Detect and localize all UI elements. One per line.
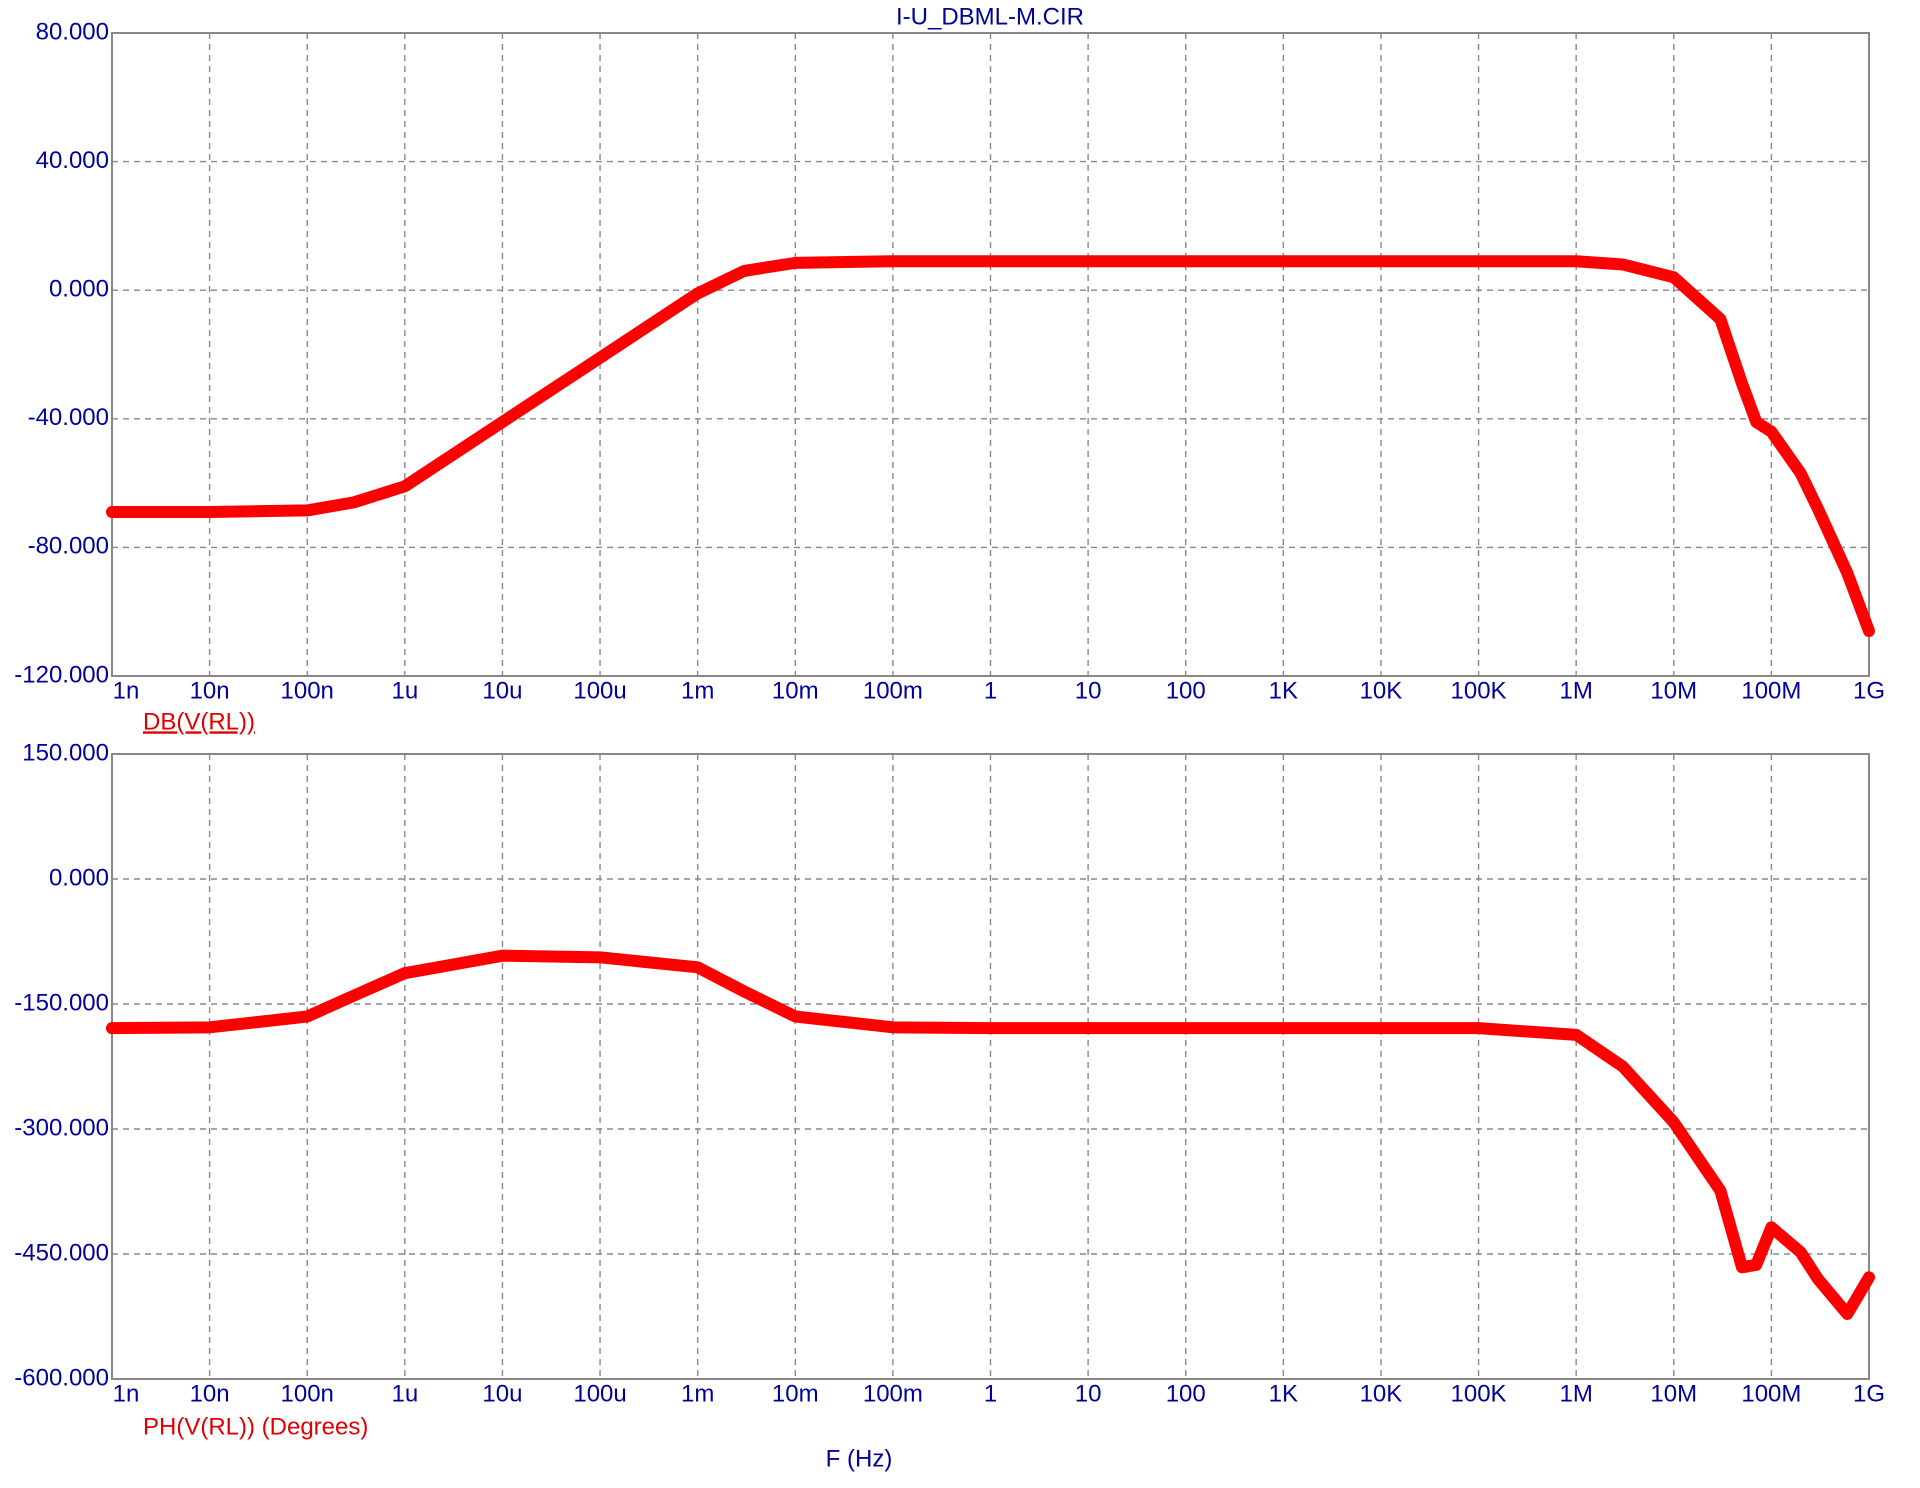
x-tick-label: 100m bbox=[863, 677, 923, 704]
x-tick-label: 10 bbox=[1075, 1380, 1102, 1407]
data-line bbox=[106, 255, 1875, 637]
x-tick-label: 1 bbox=[984, 1380, 997, 1407]
x-tick-label: 10M bbox=[1650, 1380, 1697, 1407]
x-tick-label: 100n bbox=[281, 677, 334, 704]
legend-entry: PH(V(RL)) (Degrees) bbox=[143, 1413, 368, 1440]
y-tick-label: -450.000 bbox=[14, 1239, 109, 1266]
x-tick-label: 1u bbox=[391, 1380, 418, 1407]
x-tick-label: 10M bbox=[1650, 677, 1697, 704]
legend-entry: DB(V(RL)) bbox=[143, 708, 255, 735]
x-tick-label: 100u bbox=[573, 1380, 626, 1407]
x-tick-label: 10m bbox=[772, 677, 819, 704]
x-tick-label: 10K bbox=[1360, 1380, 1403, 1407]
x-tick-label: 1K bbox=[1269, 1380, 1298, 1407]
x-tick-label: 10u bbox=[482, 677, 522, 704]
x-tick-label: 1 bbox=[984, 677, 997, 704]
x-tick-label: 10n bbox=[190, 1380, 230, 1407]
y-tick-label: 0.000 bbox=[49, 864, 109, 891]
x-tick-label: 1u bbox=[391, 677, 418, 704]
x-tick-label: 100 bbox=[1166, 677, 1206, 704]
y-tick-label: -150.000 bbox=[14, 989, 109, 1016]
x-tick-label: 10n bbox=[190, 677, 230, 704]
x-tick-label: 100n bbox=[281, 1380, 334, 1407]
x-tick-label: 100u bbox=[573, 677, 626, 704]
x-tick-label: 1n bbox=[113, 677, 140, 704]
x-tick-label: 10K bbox=[1360, 677, 1403, 704]
x-tick-label: 1n bbox=[113, 1380, 140, 1407]
plot-frame bbox=[111, 32, 1870, 677]
y-tick-label: -80.000 bbox=[28, 533, 109, 560]
x-tick-label: 100M bbox=[1741, 1380, 1801, 1407]
y-tick-label: -120.000 bbox=[14, 661, 109, 688]
y-tick-label: -600.000 bbox=[14, 1364, 109, 1391]
chart-title: I-U_DBML-M.CIR bbox=[896, 3, 1084, 30]
y-tick-label: 40.000 bbox=[36, 147, 109, 174]
y-tick-label: -300.000 bbox=[14, 1114, 109, 1141]
x-tick-label: 10 bbox=[1075, 677, 1102, 704]
x-tick-label: 1m bbox=[681, 1380, 714, 1407]
x-tick-label: 1K bbox=[1269, 677, 1298, 704]
y-tick-label: 150.000 bbox=[22, 739, 109, 766]
x-tick-label: 100 bbox=[1166, 1380, 1206, 1407]
y-tick-label: 80.000 bbox=[36, 18, 109, 45]
x-tick-label: 1M bbox=[1559, 1380, 1592, 1407]
x-tick-label: 100M bbox=[1741, 677, 1801, 704]
x-tick-label: 1m bbox=[681, 677, 714, 704]
data-line bbox=[106, 949, 1875, 1320]
x-tick-label: 100m bbox=[863, 1380, 923, 1407]
x-tick-label: 1G bbox=[1853, 1380, 1885, 1407]
x-tick-label: 10u bbox=[482, 1380, 522, 1407]
x-tick-label: 100K bbox=[1451, 677, 1507, 704]
x-tick-label: 100K bbox=[1451, 1380, 1507, 1407]
plot-frame bbox=[111, 753, 1870, 1380]
x-axis-label: F (Hz) bbox=[826, 1445, 893, 1472]
x-tick-label: 1G bbox=[1853, 677, 1885, 704]
x-tick-label: 1M bbox=[1559, 677, 1592, 704]
x-tick-label: 10m bbox=[772, 1380, 819, 1407]
y-tick-label: 0.000 bbox=[49, 276, 109, 303]
y-tick-label: -40.000 bbox=[28, 404, 109, 431]
